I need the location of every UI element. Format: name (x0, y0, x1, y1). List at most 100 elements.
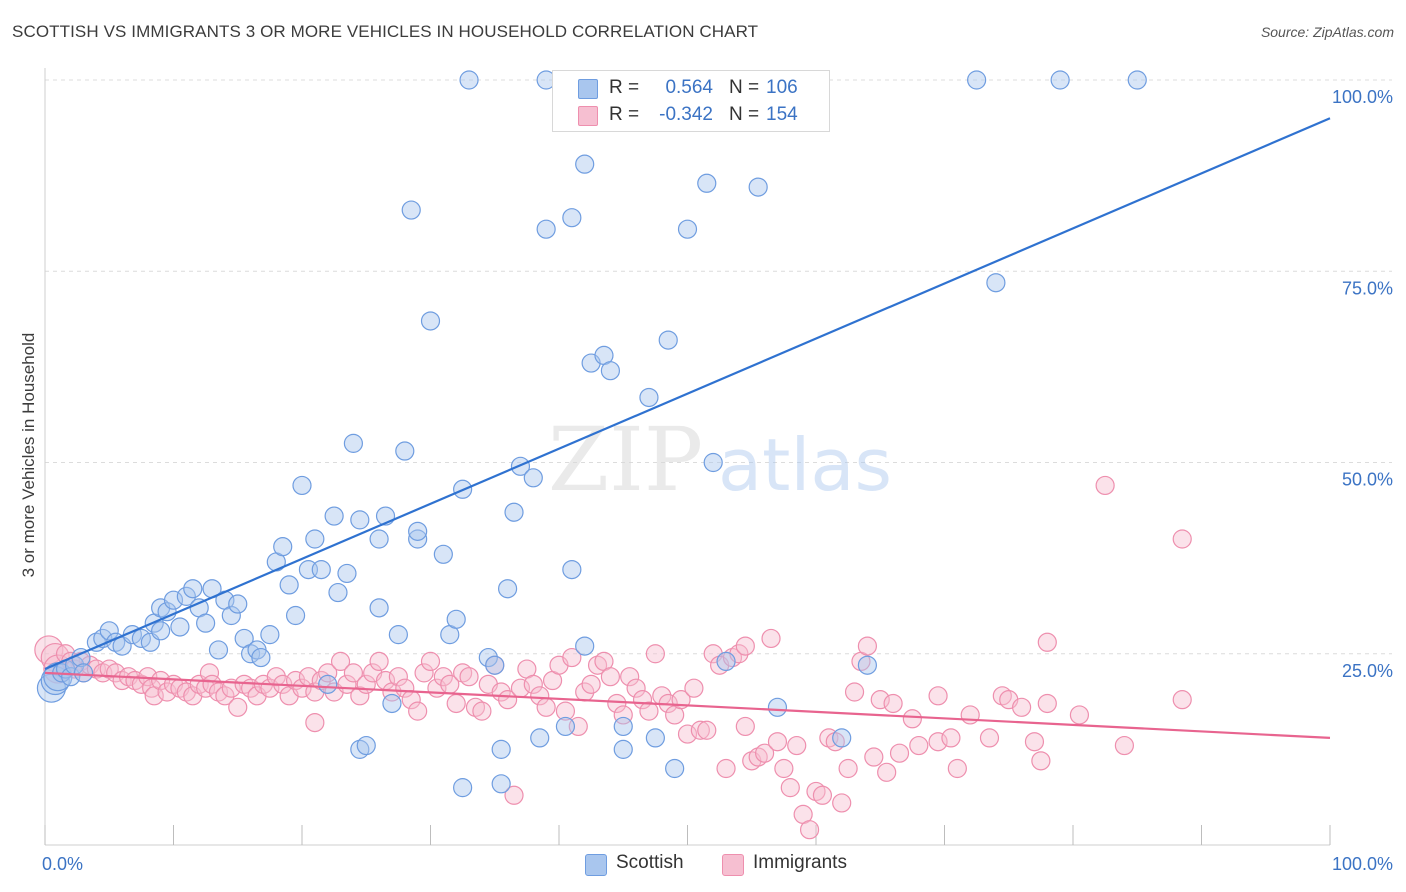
data-point (575, 154, 595, 174)
r-value: -0.342 (659, 104, 713, 125)
data-point (600, 361, 621, 381)
data-point (305, 712, 325, 733)
data-point (343, 663, 363, 683)
data-point (555, 701, 576, 721)
data-point (883, 693, 903, 714)
data-point (575, 636, 595, 656)
data-point (485, 655, 505, 675)
data-point (684, 678, 704, 698)
data-point (838, 758, 858, 779)
data-point (979, 728, 1000, 748)
data-point (928, 732, 948, 752)
data-point (620, 667, 640, 687)
data-point (459, 667, 479, 687)
data-point (151, 621, 171, 641)
data-point (1114, 735, 1135, 756)
data-point (690, 720, 710, 740)
data-point (388, 625, 408, 645)
data-point (1037, 693, 1057, 714)
y-tick-label: 25.0% (1342, 661, 1393, 681)
data-point (395, 678, 415, 698)
data-point (523, 468, 543, 488)
data-point (395, 441, 415, 461)
data-point (613, 716, 633, 737)
data-point (677, 724, 698, 744)
data-point (787, 735, 807, 756)
r-label: R = (609, 104, 640, 125)
data-point (677, 219, 698, 239)
data-point (645, 728, 665, 748)
data-point (613, 705, 633, 725)
data-point (453, 778, 473, 798)
data-point (799, 820, 820, 840)
data-point (1031, 751, 1051, 771)
data-point (1050, 70, 1070, 90)
data-point (716, 758, 736, 779)
n-value: 106 (766, 77, 798, 98)
y-tick-label: 50.0% (1342, 470, 1393, 490)
data-point (832, 793, 852, 813)
data-point (1172, 690, 1192, 710)
data-point (305, 529, 325, 549)
data-point (408, 529, 428, 549)
data-point (498, 579, 518, 599)
y-tick-label: 100.0% (1332, 87, 1393, 107)
data-point (562, 208, 582, 228)
data-point (131, 674, 151, 694)
data-point (665, 758, 685, 779)
n-label: N = (729, 104, 760, 125)
data-point (1024, 732, 1045, 752)
data-point (292, 475, 312, 496)
data-point (420, 311, 441, 331)
data-point (369, 529, 389, 549)
trend-lines (44, 117, 1331, 739)
data-point (947, 758, 967, 779)
data-point (318, 663, 338, 683)
data-point (151, 670, 171, 691)
data-point (408, 701, 428, 721)
data-point (928, 686, 948, 706)
data-point (581, 674, 601, 694)
data-point (292, 678, 312, 698)
data-point (408, 521, 428, 541)
source-label: Source: ZipAtlas.com (1260, 24, 1394, 40)
data-point (472, 701, 492, 721)
watermark: ZIP atlas (548, 408, 892, 511)
data-point (523, 674, 543, 694)
watermark-atlas: atlas (718, 423, 892, 507)
immigrants-swatch (722, 854, 744, 876)
data-point (202, 674, 222, 694)
data-point (382, 693, 402, 714)
data-point (889, 743, 910, 763)
data-point (318, 674, 338, 694)
data-point (491, 774, 511, 794)
data-point (941, 728, 961, 748)
data-point (414, 663, 434, 683)
data-point (536, 219, 556, 239)
data-point (877, 762, 897, 782)
y-axis-label: 3 or more Vehicles in Household (19, 333, 38, 578)
data-point (902, 709, 922, 729)
trend-line-scottish (44, 117, 1331, 671)
data-point (196, 613, 216, 633)
data-point (562, 559, 582, 580)
data-point (613, 739, 633, 759)
data-point (857, 655, 878, 675)
data-point (61, 667, 81, 687)
data-point (459, 70, 479, 90)
data-point (909, 735, 929, 756)
data-point (328, 582, 348, 603)
data-point (420, 651, 441, 672)
data-point (337, 563, 357, 584)
data-point (780, 778, 800, 798)
data-point (864, 747, 884, 767)
data-point (343, 433, 363, 453)
data-point (157, 682, 177, 702)
data-point (221, 605, 241, 626)
legend-label-scottish: Scottish (616, 852, 684, 873)
data-point (176, 586, 196, 606)
data-point (251, 647, 271, 668)
data-point (504, 502, 524, 522)
data-point (562, 647, 582, 668)
